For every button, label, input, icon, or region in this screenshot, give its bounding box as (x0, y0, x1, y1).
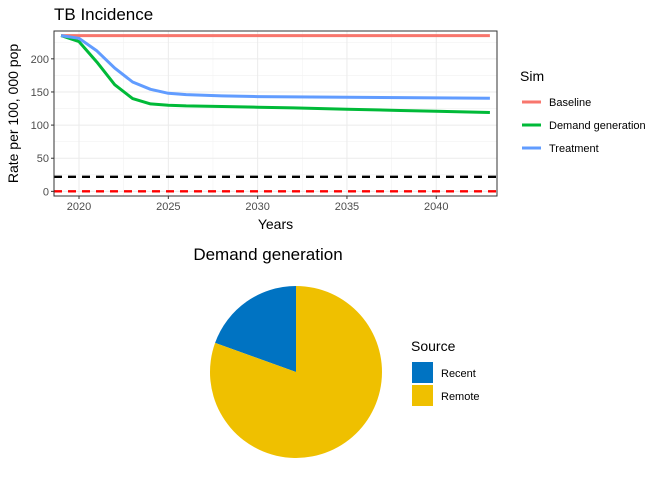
legend-swatch-remote (412, 385, 433, 406)
legend-label: Treatment (549, 143, 599, 155)
y-tick-label: 50 (37, 153, 49, 165)
x-tick-label: 2035 (335, 201, 359, 213)
y-axis-ticks: 0 50 100 150 200 (31, 54, 54, 198)
series-line-treatment (60, 34, 490, 100)
y-axis-title: Rate per 100, 000 pop (5, 44, 21, 184)
x-axis-title: Years (258, 216, 293, 232)
legend-title-source: Source (411, 338, 456, 354)
x-tick-label: 2030 (245, 201, 269, 213)
legend-label: Remote (441, 391, 480, 403)
x-axis-ticks: 2020 2025 2030 2035 2040 (67, 196, 449, 213)
pie-chart-title: Demand generation (193, 245, 342, 264)
series-line-demand-generation (60, 34, 490, 114)
y-tick-label: 0 (43, 186, 49, 198)
pie (209, 285, 382, 458)
legend-swatch-recent (412, 362, 433, 383)
gridlines (54, 31, 497, 196)
pie-slice-recent (215, 285, 296, 372)
legend-source: Recent Remote (412, 362, 480, 406)
x-tick-label: 2020 (67, 201, 91, 213)
series-lines (60, 34, 490, 114)
y-tick-label: 150 (31, 87, 49, 99)
line-chart: TB Incidence 2020 2025 2030 2035 2040 0 50 100… (5, 5, 646, 232)
reference-lines (54, 175, 497, 193)
legend-label: Baseline (549, 97, 591, 109)
plot-border (53, 30, 498, 197)
legend-title-sim: Sim (520, 68, 544, 84)
legend-label: Demand generation (549, 120, 646, 132)
x-tick-label: 2025 (156, 201, 180, 213)
line-chart-title: TB Incidence (54, 5, 153, 24)
legend-label: Recent (441, 368, 476, 380)
x-tick-label: 2040 (424, 201, 448, 213)
legend-sim: Baseline Demand generation Treatment (522, 97, 646, 155)
y-tick-label: 200 (31, 54, 49, 66)
pie-chart: Demand generation Source Recent Remote (193, 245, 480, 458)
plot-panel (53, 30, 498, 197)
y-tick-label: 100 (31, 120, 49, 132)
pie-slice-remote (209, 286, 382, 458)
